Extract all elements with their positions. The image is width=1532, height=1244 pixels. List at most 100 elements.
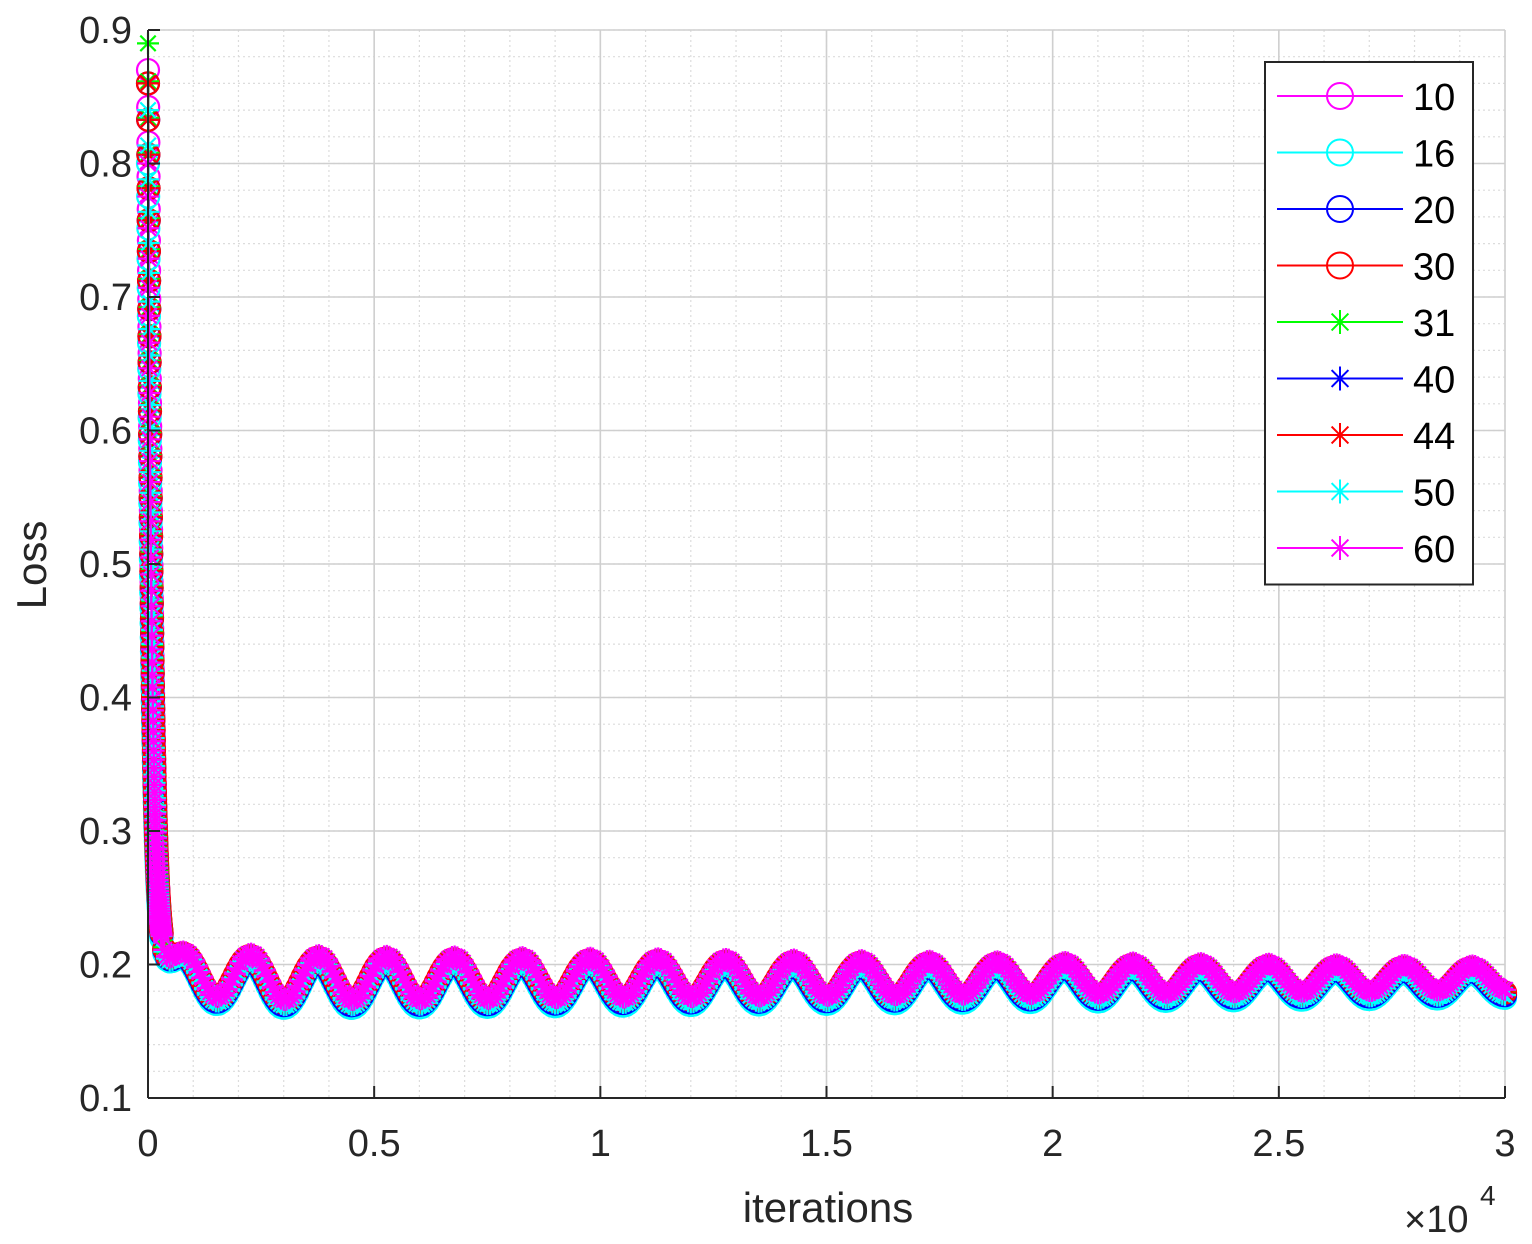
- point-60: [397, 976, 420, 999]
- point-60: [454, 955, 477, 978]
- point-60: [728, 961, 751, 984]
- point-60: [140, 624, 163, 647]
- point-60: [592, 961, 615, 984]
- point-60: [140, 595, 163, 618]
- point-60: [799, 966, 822, 989]
- point-60: [557, 975, 580, 998]
- point-60: [139, 471, 162, 494]
- point-60: [796, 961, 819, 984]
- point-60: [462, 971, 485, 994]
- point-60: [188, 961, 211, 984]
- point-60: [294, 958, 317, 981]
- point-60: [660, 961, 683, 984]
- point-60: [139, 510, 162, 533]
- point-60: [261, 976, 284, 999]
- point-60: [430, 959, 453, 982]
- point-60: [497, 959, 520, 982]
- point-60: [763, 969, 786, 992]
- point-60: [138, 357, 161, 380]
- point-60: [140, 579, 163, 602]
- point-60: [354, 975, 377, 998]
- point-60: [389, 960, 412, 983]
- point-60: [489, 975, 512, 998]
- point-60: [554, 979, 577, 1002]
- point-60: [465, 976, 488, 999]
- point-60: [191, 966, 214, 989]
- point-60: [138, 450, 161, 473]
- point-60: [139, 528, 162, 551]
- point-60: [522, 956, 545, 979]
- point-60: [801, 970, 824, 993]
- point-60: [248, 949, 271, 972]
- point-60: [221, 968, 244, 991]
- point-60: [527, 966, 550, 989]
- point-60: [693, 974, 716, 997]
- point-60: [530, 971, 553, 994]
- point-60: [253, 959, 276, 982]
- point-60: [185, 955, 208, 978]
- point-60: [565, 960, 588, 983]
- point-60: [633, 960, 656, 983]
- point-60: [141, 676, 164, 699]
- point-60: [141, 664, 164, 687]
- point-60: [457, 960, 480, 983]
- point-60: [459, 966, 482, 989]
- point-60: [259, 970, 282, 993]
- point-60: [492, 970, 515, 993]
- point-60: [141, 651, 164, 674]
- point-60: [419, 980, 442, 1003]
- point-60: [318, 955, 341, 978]
- point-60: [183, 950, 206, 973]
- point-60: [563, 965, 586, 988]
- point-60: [215, 978, 238, 1001]
- point-60: [218, 973, 241, 996]
- point-60: [383, 951, 406, 974]
- point-60: [141, 688, 164, 711]
- point-60: [138, 382, 161, 405]
- point-60: [595, 966, 618, 989]
- point-60: [250, 954, 273, 977]
- point-60: [138, 331, 161, 354]
- point-60: [140, 638, 163, 661]
- point-60: [139, 546, 162, 569]
- point-60: [427, 964, 450, 987]
- point-60: [359, 964, 382, 987]
- point-60: [288, 970, 311, 993]
- point-60: [625, 974, 648, 997]
- point-60: [226, 957, 249, 980]
- point-60: [560, 970, 583, 993]
- point-60: [725, 957, 748, 980]
- point-60: [598, 971, 621, 994]
- point-60: [356, 970, 379, 993]
- point-60: [283, 980, 306, 1003]
- point-60: [394, 971, 417, 994]
- point-60: [316, 950, 339, 973]
- point-60: [291, 964, 314, 987]
- point-60: [766, 965, 789, 988]
- point-60: [628, 970, 651, 993]
- point-60: [761, 974, 784, 997]
- point-60: [139, 491, 162, 514]
- point-60: [324, 965, 347, 988]
- point-60: [150, 924, 173, 947]
- point-60: [193, 972, 216, 995]
- point-60: [326, 971, 349, 994]
- point-60: [286, 975, 309, 998]
- point-60: [666, 970, 689, 993]
- point-60: [424, 970, 447, 993]
- series-60: [137, 152, 1516, 1011]
- point-60: [495, 965, 518, 988]
- point-60: [487, 979, 510, 1002]
- point-60: [223, 962, 246, 985]
- point-60: [140, 563, 163, 586]
- point-60: [734, 970, 757, 993]
- point-60: [138, 428, 161, 451]
- point-60: [590, 956, 613, 979]
- point-60: [731, 966, 754, 989]
- point-60: [351, 980, 374, 1003]
- point-60: [663, 966, 686, 989]
- point-60: [362, 959, 385, 982]
- point-60: [138, 405, 161, 428]
- point-60: [329, 976, 352, 999]
